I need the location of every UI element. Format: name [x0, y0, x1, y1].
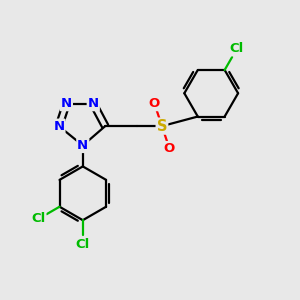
Text: N: N — [53, 120, 64, 133]
Text: O: O — [149, 97, 160, 110]
Text: Cl: Cl — [230, 42, 244, 55]
Text: Cl: Cl — [31, 212, 46, 226]
Text: N: N — [77, 139, 88, 152]
Text: O: O — [164, 142, 175, 155]
Text: N: N — [61, 97, 72, 110]
Text: Cl: Cl — [76, 238, 90, 251]
Text: S: S — [157, 118, 167, 134]
Text: N: N — [88, 97, 99, 110]
